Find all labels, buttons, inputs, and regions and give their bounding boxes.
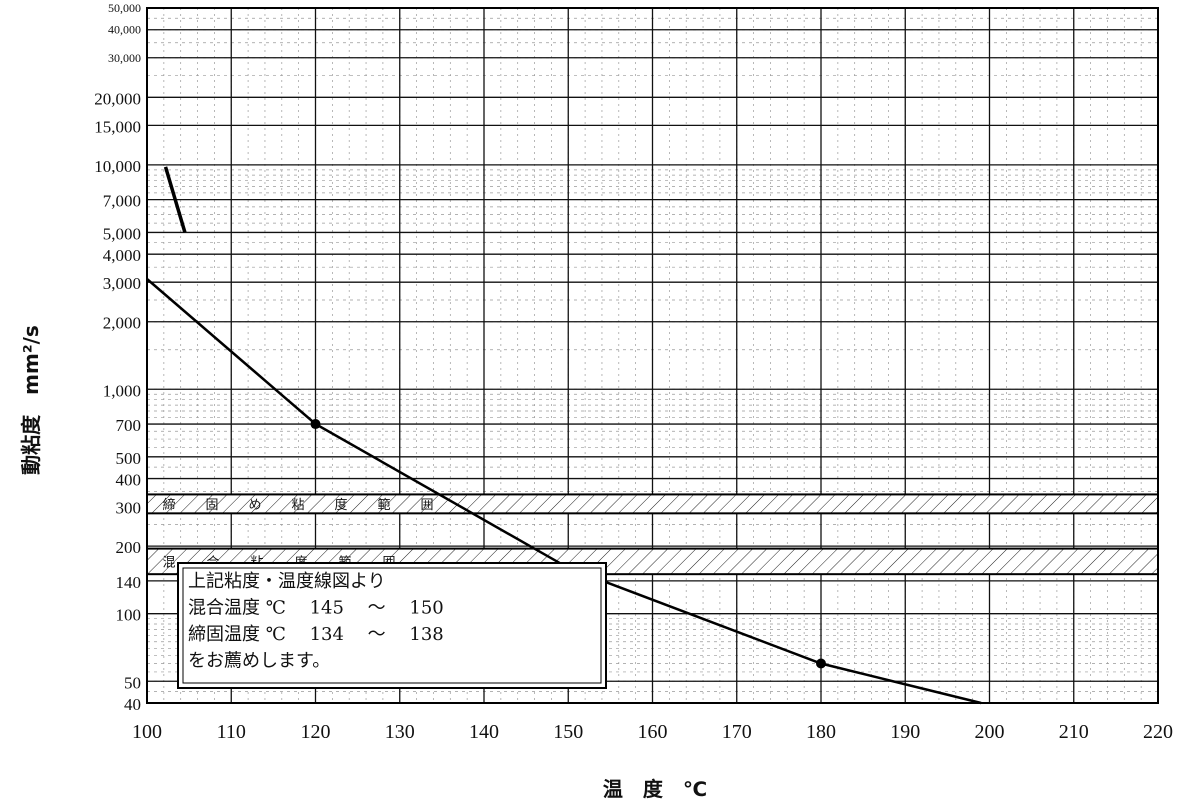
x-tick-label: 180 [806, 721, 836, 743]
y-tick-label: 50 [124, 673, 141, 692]
y-tick-label: 15,000 [94, 117, 141, 136]
band-label-char: 締 [162, 497, 175, 513]
band-label-char: め [248, 498, 261, 513]
note-line: 混合温度 ℃ 145 ～ 150 [188, 598, 444, 619]
band-label-char: 固 [205, 498, 218, 513]
x-tick-label: 110 [217, 721, 246, 743]
x-tick-label: 220 [1143, 721, 1173, 743]
y-tick-label: 20,000 [94, 89, 141, 108]
x-tick-label: 190 [890, 721, 920, 743]
y-tick-label: 1,000 [103, 381, 141, 400]
y-tick-label: 200 [116, 538, 142, 557]
pen-mark [163, 166, 187, 233]
band-label-char: 混 [162, 555, 175, 570]
x-tick-label: 120 [301, 721, 331, 743]
note-line: をお薦めします。 [188, 651, 330, 672]
y-tick-label: 140 [116, 573, 142, 592]
grid [146, 7, 1159, 704]
note-inner-frame [182, 567, 602, 684]
y-tick-label: 7,000 [103, 192, 141, 211]
x-tick-label: 170 [722, 721, 752, 743]
y-tick-label: 300 [116, 499, 142, 518]
data-point [816, 658, 826, 669]
x-axis-ticks: 100 110 120 130 140 150 160 170 180 190 200 210 220 [132, 721, 1173, 743]
y-tick-label: 30,000 [108, 51, 141, 65]
y-tick-label: 40,000 [108, 23, 141, 37]
y-tick-label: 400 [116, 471, 142, 490]
y-tick-label: 4,000 [103, 246, 141, 265]
x-tick-label: 160 [638, 721, 668, 743]
x-tick-label: 150 [553, 721, 583, 743]
y-tick-label: 100 [116, 606, 142, 625]
y-tick-label: 10,000 [94, 157, 141, 176]
x-tick-label: 100 [132, 721, 162, 743]
note-line: 上記粘度・温度線図より [188, 571, 386, 592]
x-tick-label: 200 [975, 721, 1005, 743]
y-tick-label: 5,000 [103, 224, 141, 243]
y-tick-label: 3,000 [103, 274, 141, 293]
data-point [310, 419, 321, 430]
band-label-char: 囲 [420, 498, 433, 513]
y-tick-label: 700 [116, 416, 142, 435]
band-1 [146, 493, 1159, 515]
y-axis-title: 動粘度 mm²/s [19, 325, 43, 475]
plot-frame [146, 7, 1159, 704]
band-label-char: 範 [377, 498, 390, 513]
note-outer-frame [177, 562, 607, 689]
note-line: 締固温度 ℃ 134 ～ 138 [188, 624, 444, 645]
x-axis-title: 温 度 ℃ [603, 777, 707, 801]
band-label-char: 度 [334, 497, 347, 513]
x-tick-label: 210 [1059, 721, 1089, 743]
y-tick-label: 40 [124, 695, 141, 714]
y-axis-ticks: 50,000 40,000 30,000 20,000 15,000 10,000 7,00… [94, 1, 141, 714]
y-tick-label: 50,000 [108, 1, 141, 15]
y-tick-label: 2,000 [103, 314, 141, 333]
x-tick-label: 130 [385, 721, 415, 743]
y-tick-label: 500 [116, 449, 142, 468]
x-tick-label: 140 [469, 721, 499, 743]
band-label-char: 粘 [291, 498, 304, 513]
